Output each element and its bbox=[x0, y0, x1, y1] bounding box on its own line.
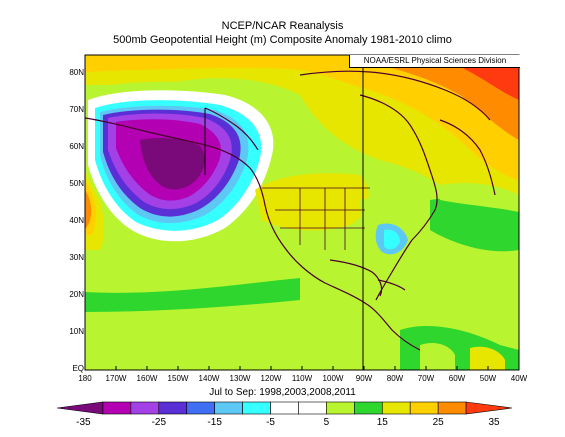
arctic-coast bbox=[299, 70, 491, 121]
chart-title: NCEP/NCAR Reanalysis bbox=[221, 20, 344, 32]
colorbar-segment bbox=[326, 401, 355, 415]
colorbar-segment bbox=[354, 401, 383, 415]
colorbar-segment bbox=[56, 401, 104, 415]
hudson-coast bbox=[359, 94, 438, 241]
latitude-label: 80N bbox=[69, 68, 84, 77]
latitude-label: 60N bbox=[69, 142, 84, 151]
colorbar-label: 15 bbox=[376, 417, 388, 428]
state-borders bbox=[262, 187, 370, 250]
longitude-label: 60W bbox=[448, 374, 466, 383]
longitude-label: 40W bbox=[510, 374, 528, 383]
gulf-coast bbox=[329, 259, 383, 297]
field-se-yellow bbox=[470, 346, 505, 370]
colorbar-label: -35 bbox=[76, 417, 91, 428]
field-atlantic-lightgreen bbox=[440, 183, 519, 212]
credit-label: NOAA/ESRL Physical Sciences Division bbox=[349, 55, 520, 68]
colorbar-segment bbox=[214, 401, 243, 415]
field-atlantic-cyan bbox=[384, 229, 400, 250]
longitude-label: 130W bbox=[229, 374, 251, 383]
latitude-label: 70N bbox=[69, 105, 84, 114]
date-line: Jul to Sep: 1998,2003,2008,2011 bbox=[209, 387, 356, 398]
colorbar-label: 25 bbox=[432, 417, 444, 428]
latitude-label: 30N bbox=[69, 253, 84, 262]
colorbar-segment bbox=[186, 401, 215, 415]
colorbar-label: -25 bbox=[151, 417, 167, 428]
alaska-coast bbox=[204, 107, 259, 151]
field-atlantic-green bbox=[430, 198, 519, 252]
longitude-label: 140W bbox=[198, 374, 220, 383]
longitude-label: 50W bbox=[479, 374, 497, 383]
colorbar-segment bbox=[158, 401, 188, 415]
east-coast bbox=[375, 239, 413, 301]
longitude-label: 80W bbox=[386, 374, 404, 383]
colorbar-label: -5 bbox=[266, 417, 275, 428]
field-green-band bbox=[85, 278, 300, 312]
longitude-label: 150W bbox=[167, 374, 189, 383]
latitude-label: 50N bbox=[69, 179, 84, 188]
field-north-gold bbox=[85, 55, 519, 180]
longitude-label: 120W bbox=[260, 374, 282, 383]
colorbar-segment bbox=[130, 401, 160, 415]
colorbar-segment bbox=[381, 401, 411, 415]
colorbar-segment bbox=[242, 401, 271, 415]
latitude-label: 40N bbox=[69, 216, 84, 225]
west-coast bbox=[85, 117, 421, 351]
field-low-core bbox=[140, 138, 205, 190]
coastlines bbox=[85, 70, 496, 351]
field-us-yellow bbox=[255, 173, 369, 231]
field-se-lightgreen bbox=[420, 343, 455, 370]
longitude-label: 160W bbox=[136, 374, 158, 383]
latitude-label: 20N bbox=[69, 290, 84, 299]
latitude-label: EQ bbox=[72, 364, 84, 373]
longitude-label: 170W bbox=[105, 374, 127, 383]
colorbar-segment bbox=[298, 401, 327, 415]
longitude-label: 110W bbox=[291, 374, 313, 383]
colorbar-segment bbox=[270, 401, 299, 415]
longitude-label: 180 bbox=[78, 374, 92, 383]
caribbean-islands bbox=[377, 279, 406, 291]
longitude-label: 70W bbox=[417, 374, 435, 383]
longitude-label: 90W bbox=[355, 374, 373, 383]
field-west-orange bbox=[85, 190, 92, 228]
colorbar-segment bbox=[102, 401, 132, 415]
latitude-label: 10N bbox=[69, 327, 84, 336]
labrador-coast bbox=[439, 119, 496, 196]
axis-ticks bbox=[84, 366, 520, 370]
chart-subtitle: 500mb Geopotential Height (m) Composite … bbox=[113, 34, 452, 46]
anomaly-field bbox=[85, 55, 519, 370]
colorbar-segment bbox=[465, 401, 513, 415]
colorbar-label: 35 bbox=[488, 417, 500, 428]
colorbar-segment bbox=[409, 401, 439, 415]
colorbar-label: 5 bbox=[323, 417, 330, 428]
longitude-label: 100W bbox=[322, 374, 344, 383]
colorbar-label: -15 bbox=[207, 417, 222, 428]
colorbar-segment bbox=[437, 401, 467, 415]
